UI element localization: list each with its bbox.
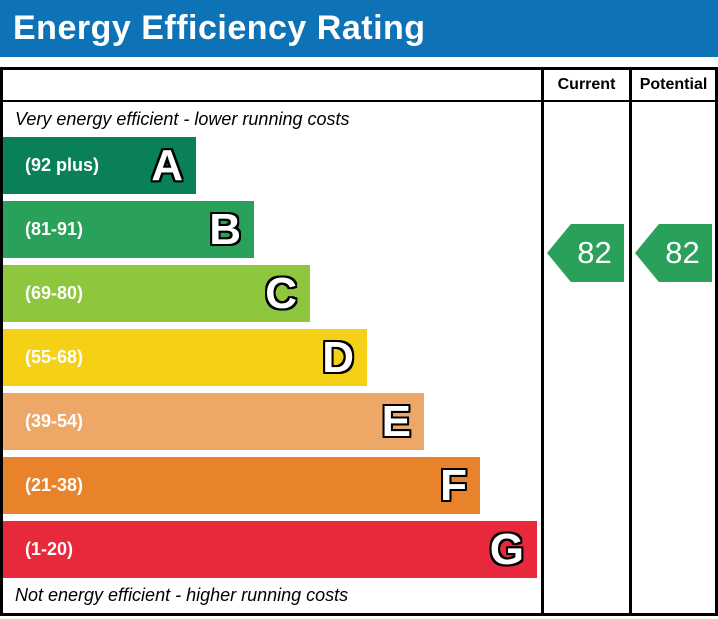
current-column-header: Current (544, 70, 629, 102)
band-g-letter: G (489, 524, 524, 574)
band-a-letter: A (151, 140, 183, 190)
band-b-range: (81-91) (25, 219, 84, 239)
band-c-range: (69-80) (25, 283, 84, 303)
band-a-bar: (92 plus) A (3, 137, 196, 194)
band-d-range: (55-68) (25, 347, 84, 367)
band-g-range: (1-20) (25, 539, 74, 559)
band-b-bar: (81-91) B (3, 201, 254, 258)
rating-bands: (92 plus) A (81-91) B (69-80) C (3, 137, 541, 578)
top-caption: Very energy efficient - lower running co… (15, 109, 350, 129)
potential-rating-value: 82 (665, 235, 700, 270)
bands-body: Very energy efficient - lower running co… (3, 102, 541, 613)
band-b-letter: B (209, 204, 241, 254)
band-row-a: (92 plus) A (3, 137, 541, 194)
current-rating-value: 82 (577, 235, 612, 270)
band-d-bar: (55-68) D (3, 329, 367, 386)
potential-rating-arrow: 82 (635, 224, 712, 282)
bottom-caption: Not energy efficient - higher running co… (15, 585, 349, 605)
band-row-e: (39-54) E (3, 393, 541, 450)
current-column-body: 82 (544, 102, 629, 613)
band-g-bar: (1-20) G (3, 521, 537, 578)
title-bar: Energy Efficiency Rating (0, 0, 718, 57)
current-rating-arrow: 82 (547, 224, 624, 282)
band-row-b: (81-91) B (3, 201, 541, 258)
band-e-range: (39-54) (25, 411, 84, 431)
band-row-d: (55-68) D (3, 329, 541, 386)
band-row-f: (21-38) F (3, 457, 541, 514)
rating-table: Very energy efficient - lower running co… (0, 67, 718, 616)
band-f-bar: (21-38) F (3, 457, 480, 514)
band-a-range: (92 plus) (25, 155, 100, 175)
band-e-bar: (39-54) E (3, 393, 424, 450)
current-column: Current 82 (541, 70, 629, 613)
potential-column: Potential 82 (629, 70, 715, 613)
band-c-bar: (69-80) C (3, 265, 310, 322)
page-title: Energy Efficiency Rating (13, 9, 426, 47)
band-row-g: (1-20) G (3, 521, 541, 578)
band-row-c: (69-80) C (3, 265, 541, 322)
band-c-letter: C (265, 268, 297, 318)
bands-header-cell (3, 70, 541, 102)
band-d-letter: D (322, 332, 354, 382)
band-f-letter: F (440, 460, 467, 510)
bands-column: Very energy efficient - lower running co… (3, 70, 541, 613)
potential-column-header: Potential (632, 70, 715, 102)
band-e-letter: E (381, 396, 411, 446)
potential-column-body: 82 (632, 102, 715, 613)
band-f-range: (21-38) (25, 475, 84, 495)
